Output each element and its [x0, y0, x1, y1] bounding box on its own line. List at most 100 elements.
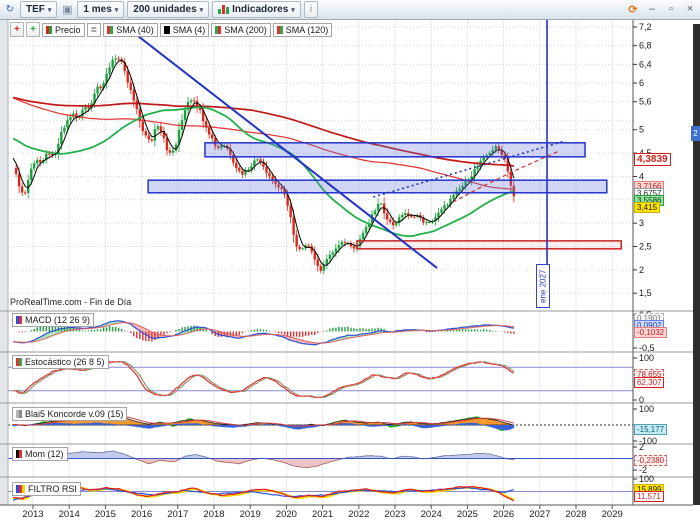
- window-controls: ⟳ – ▫ ×: [626, 2, 697, 16]
- stochastic-icon: [16, 358, 22, 366]
- legend-stochastic[interactable]: Estocástico (26 8 5): [12, 355, 109, 369]
- sma200-icon: [215, 25, 222, 34]
- axis-value-badge: -15,177: [634, 424, 668, 435]
- timeframe-dropdown[interactable]: 1 mes ▾: [77, 1, 125, 18]
- legend-stochastic-label: Estocástico (26 8 5): [25, 357, 105, 367]
- price-axis-tick: 3: [639, 218, 644, 228]
- toolbar: ↻ TEF ▾ ▣ 1 mes ▾ 200 unidades ▾ Indicad…: [0, 0, 700, 20]
- legend-filtro-rsi-label: FILTRO RSI: [28, 484, 77, 494]
- indicators-icon: [218, 5, 230, 14]
- add-indicator-button-green[interactable]: +: [26, 22, 40, 37]
- indicators-dropdown[interactable]: Indicadores ▾: [212, 1, 301, 18]
- watermark: ProRealTime.com - Fin de Día: [10, 297, 132, 307]
- year-axis-label: 2018: [203, 509, 224, 520]
- legend-macd[interactable]: MACD (12 26 9): [12, 313, 95, 327]
- price-axis-tick: 2: [639, 265, 644, 275]
- legend-sma40-label: SMA (40): [116, 24, 154, 35]
- legend-price-label: Precio: [55, 24, 81, 35]
- year-axis-label: 2019: [240, 509, 261, 520]
- price-axis-tick: 2,5: [639, 241, 652, 251]
- detach-window-icon[interactable]: ▣: [62, 4, 73, 16]
- add-indicator-button-red[interactable]: +: [10, 22, 24, 37]
- indicator-axis-tick: -100: [639, 436, 657, 446]
- price-settings-button[interactable]: ≣: [86, 22, 102, 37]
- timeframe-label: 1 mes: [83, 4, 112, 15]
- year-axis-label: 2020: [276, 509, 297, 520]
- year-axis-label: 2028: [565, 509, 586, 520]
- year-axis-label: 2017: [167, 509, 188, 520]
- minimize-button[interactable]: –: [648, 3, 656, 15]
- info-button[interactable]: i: [303, 1, 319, 18]
- legend-filtro-rsi[interactable]: FILTRO RSI: [12, 482, 81, 496]
- axis-value-badge: 4,3839: [634, 153, 671, 166]
- symbol-label: TEF: [26, 4, 45, 15]
- price-axis-tick: 4: [639, 171, 644, 181]
- legend-macd-label: MACD (12 26 9): [25, 315, 91, 325]
- filtro-rsi-icon: [16, 485, 25, 493]
- axis-value-badge: 62,307: [634, 377, 665, 388]
- sma120-icon: [276, 25, 283, 34]
- axis-value-badge: 11,571: [634, 491, 664, 502]
- year-axis-label: 2022: [348, 509, 369, 520]
- sma40-icon: [107, 25, 114, 34]
- legend-sma40[interactable]: SMA (40): [103, 22, 158, 37]
- legend-koncorde[interactable]: Blai5 Koncorde v.09 (15): [12, 407, 128, 421]
- price-axis-tick: 6: [639, 78, 644, 88]
- legend-sma200[interactable]: SMA (200): [211, 22, 271, 37]
- macd-icon: [16, 316, 22, 324]
- year-axis-label: 2023: [384, 509, 405, 520]
- legend-sma120[interactable]: SMA (120): [272, 22, 333, 37]
- price-axis-tick: 5,6: [639, 97, 652, 107]
- refresh-icon[interactable]: ⟳: [628, 3, 638, 16]
- chevron-down-icon: ▾: [291, 6, 295, 14]
- chevron-down-icon: ▾: [199, 6, 204, 14]
- price-axis-tick: 5: [639, 125, 644, 135]
- sma4-icon: [163, 25, 170, 34]
- connection-icon[interactable]: ↻: [5, 4, 15, 15]
- indicator-axis-tick: 2: [639, 442, 644, 452]
- indicator-axis-tick: 100: [639, 353, 654, 363]
- legend-price[interactable]: Precio: [42, 22, 85, 37]
- price-axis-tick: 6,4: [639, 59, 652, 69]
- year-axis-label: 2016: [131, 509, 152, 520]
- indicator-axis-tick: -2: [639, 465, 647, 475]
- indicators-label: Indicadores: [232, 4, 289, 15]
- indicator-axis-tick: 100: [639, 404, 654, 414]
- chevron-down-icon: ▾: [47, 6, 52, 14]
- year-axis-label: 2026: [493, 509, 514, 520]
- momentum-icon: [16, 450, 22, 458]
- legend-sma120-label: SMA (120): [285, 24, 329, 35]
- chevron-down-icon: ▾: [114, 6, 119, 14]
- year-axis-label: 2014: [59, 509, 80, 520]
- legend-sma4-label: SMA (4): [172, 24, 206, 35]
- workspace-tab[interactable]: 2: [691, 126, 700, 141]
- year-axis-label: 2013: [22, 509, 43, 520]
- price-axis-tick: 1,5: [639, 288, 652, 298]
- axis-value-badge: 3,415: [634, 202, 661, 213]
- koncorde-icon: [16, 410, 22, 418]
- axis-value-badge: -0,2380: [634, 455, 668, 466]
- year-axis-label: 2021: [312, 509, 333, 520]
- year-axis-label: 2025: [457, 509, 478, 520]
- legend-sma200-label: SMA (200): [224, 24, 267, 35]
- price-axis-tick: 7,2: [639, 22, 652, 32]
- close-button[interactable]: ×: [686, 3, 694, 15]
- legend-momentum-label: Mom (12): [25, 449, 64, 459]
- year-axis-label: 2029: [602, 509, 623, 520]
- vline-date-label: ene 2027: [536, 264, 550, 308]
- symbol-dropdown[interactable]: TEF ▾: [20, 1, 58, 18]
- year-axis-label: 2015: [95, 509, 116, 520]
- year-axis-label: 2024: [421, 509, 442, 520]
- indicator-axis-tick: -0,5: [639, 343, 655, 353]
- year-axis-label: 2027: [529, 509, 550, 520]
- price-axis-tick: 6,8: [639, 41, 652, 51]
- units-label: 200 unidades: [133, 4, 197, 15]
- legend-sma4[interactable]: SMA (4): [159, 22, 210, 37]
- legend-momentum[interactable]: Mom (12): [12, 447, 68, 461]
- units-dropdown[interactable]: 200 unidades ▾: [127, 1, 210, 18]
- chart-legend: + + Precio ≣ SMA (40) SMA (4) SMA (200) …: [10, 22, 333, 37]
- maximize-button[interactable]: ▫: [669, 3, 673, 15]
- axis-value-badge: -0,1032: [634, 327, 668, 338]
- candlestick-icon: [46, 25, 52, 34]
